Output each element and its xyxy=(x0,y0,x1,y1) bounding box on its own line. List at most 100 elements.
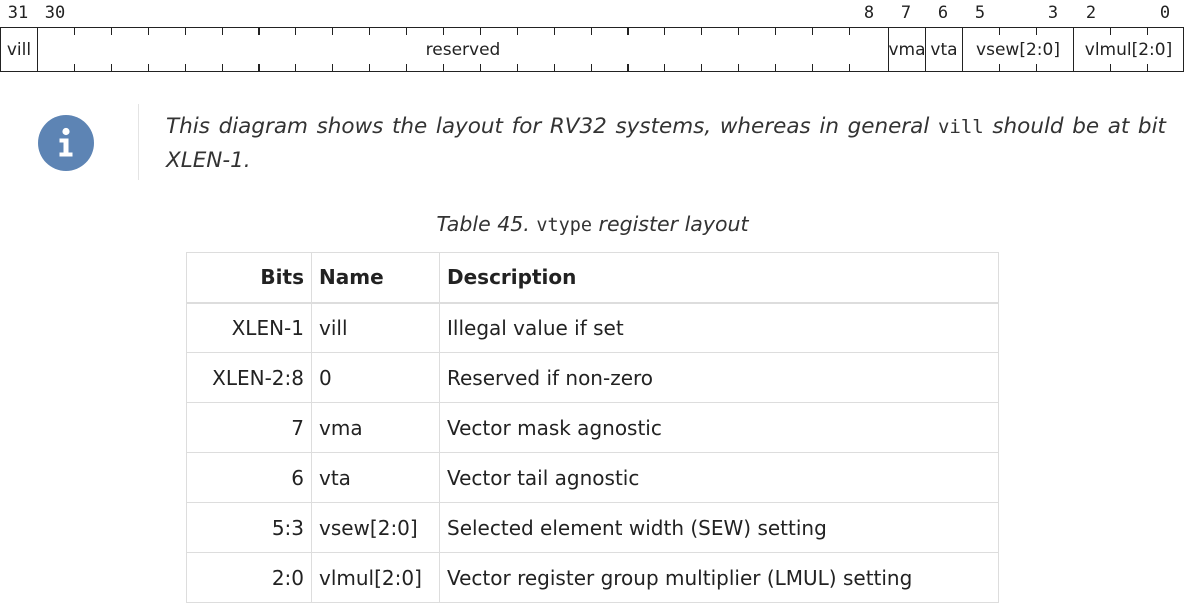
field-vill: vill xyxy=(6,39,32,60)
cell-description: Vector register group multiplier (LMUL) … xyxy=(439,552,999,603)
table-row: 7 vma Vector mask agnostic xyxy=(186,402,999,453)
bit-tick xyxy=(775,28,777,35)
cell-bits: 5:3 xyxy=(186,502,312,553)
bit-tick xyxy=(811,28,814,35)
header-name: Name xyxy=(311,252,440,304)
bit-number: 7 xyxy=(900,3,912,23)
note-text-before: This diagram shows the layout for RV32 s… xyxy=(166,114,938,139)
bit-tick xyxy=(738,28,740,35)
bit-tick xyxy=(553,64,555,71)
cell-description: Illegal value if set xyxy=(439,302,999,353)
bit-tick xyxy=(553,28,555,35)
cell-description: Reserved if non-zero xyxy=(439,352,999,403)
bit-tick xyxy=(258,28,260,35)
table-caption: Table 45. vtype register layout xyxy=(0,212,1185,236)
bit-tick xyxy=(184,64,186,71)
cell-bits: 7 xyxy=(186,402,312,453)
cell-name: vma xyxy=(311,402,440,453)
bit-tick xyxy=(516,28,518,35)
bit-tick xyxy=(295,28,297,35)
bit-tick xyxy=(73,64,76,71)
table-row: XLEN-2:8 0 Reserved if non-zero xyxy=(186,352,999,403)
bit-tick xyxy=(848,64,850,71)
bit-tick xyxy=(295,64,297,71)
bit-number: 31 xyxy=(7,3,29,23)
cell-name: vill xyxy=(311,302,440,353)
table-row: 6 vta Vector tail agnostic xyxy=(186,452,999,503)
note-divider xyxy=(138,104,139,180)
field-vma: vma xyxy=(888,28,926,71)
cell-bits: XLEN-1 xyxy=(186,302,312,353)
caption-code: vtype xyxy=(536,215,593,236)
note-text-after: should be at bit XLEN-1. xyxy=(166,114,1166,173)
bit-tick xyxy=(1147,64,1149,71)
bit-tick xyxy=(1147,28,1149,35)
bit-number: 2 xyxy=(1085,3,1097,23)
bit-tick xyxy=(110,64,112,71)
header-bits: Bits xyxy=(186,252,312,304)
cell-name: vta xyxy=(311,452,440,503)
cell-description: Selected element width (SEW) setting xyxy=(439,502,999,553)
bit-number: 8 xyxy=(863,3,875,23)
bit-tick xyxy=(1036,28,1038,35)
bit-tick xyxy=(110,28,112,35)
cell-name: vsew[2:0] xyxy=(311,502,440,553)
table-row: XLEN-1 vill Illegal value if set xyxy=(186,302,999,353)
table-header-row: Bits Name Description xyxy=(186,252,999,304)
bit-tick xyxy=(664,28,666,35)
note-admonition: This diagram shows the layout for RV32 s… xyxy=(0,100,1191,180)
bit-number-row: 31 30 8 7 6 5 3 2 0 xyxy=(0,0,1191,26)
field-vsew: vsew[2:0] xyxy=(962,28,1073,71)
bit-tick xyxy=(590,28,592,35)
header-description: Description xyxy=(439,252,999,304)
bit-tick xyxy=(1110,28,1112,35)
bit-tick xyxy=(738,64,740,71)
field-vlmul: vlmul[2:0] xyxy=(1073,28,1183,71)
cell-bits: 2:0 xyxy=(186,552,312,603)
bit-tick xyxy=(442,28,445,35)
cell-name: vlmul[2:0] xyxy=(311,552,440,603)
bit-tick xyxy=(406,28,408,35)
bit-number: 0 xyxy=(1159,3,1171,23)
bit-tick xyxy=(627,64,629,71)
bit-tick xyxy=(147,28,149,35)
register-diagram: vill reserved vma vta vsew[2:0] vlmul[2:… xyxy=(0,27,1184,72)
bit-tick xyxy=(590,64,592,71)
bit-tick xyxy=(221,64,223,71)
cell-bits: XLEN-2:8 xyxy=(186,352,312,403)
bit-tick xyxy=(1110,64,1112,71)
bit-tick xyxy=(332,28,334,35)
caption-suffix: register layout xyxy=(592,212,749,236)
bit-tick xyxy=(479,28,481,35)
bit-number: 5 xyxy=(974,3,986,23)
cell-bits: 6 xyxy=(186,452,312,503)
bit-tick xyxy=(406,64,408,71)
field-vta: vta xyxy=(925,28,962,71)
note-code: vill xyxy=(937,116,984,138)
bit-number: 30 xyxy=(44,3,66,23)
bit-tick xyxy=(999,28,1001,35)
note-text: This diagram shows the layout for RV32 s… xyxy=(166,110,1166,178)
bit-number: 3 xyxy=(1047,3,1059,23)
bit-tick xyxy=(701,64,703,71)
bit-tick xyxy=(147,64,149,71)
bit-tick xyxy=(442,64,445,71)
bit-tick xyxy=(369,64,371,71)
cell-name: 0 xyxy=(311,352,440,403)
bit-tick xyxy=(258,64,260,71)
cell-description: Vector mask agnostic xyxy=(439,402,999,453)
bit-tick xyxy=(999,64,1001,71)
field-reserved: reserved xyxy=(37,28,888,71)
bit-tick xyxy=(221,28,223,35)
bit-tick xyxy=(811,64,814,71)
bit-number: 6 xyxy=(937,3,949,23)
bit-tick xyxy=(664,64,666,71)
caption-prefix: Table 45. xyxy=(436,212,537,236)
bit-tick xyxy=(701,28,703,35)
bit-tick xyxy=(775,64,777,71)
bit-tick xyxy=(1036,64,1038,71)
bit-tick xyxy=(369,28,371,35)
cell-description: Vector tail agnostic xyxy=(439,452,999,503)
bit-tick xyxy=(184,28,186,35)
bit-tick xyxy=(627,28,629,35)
